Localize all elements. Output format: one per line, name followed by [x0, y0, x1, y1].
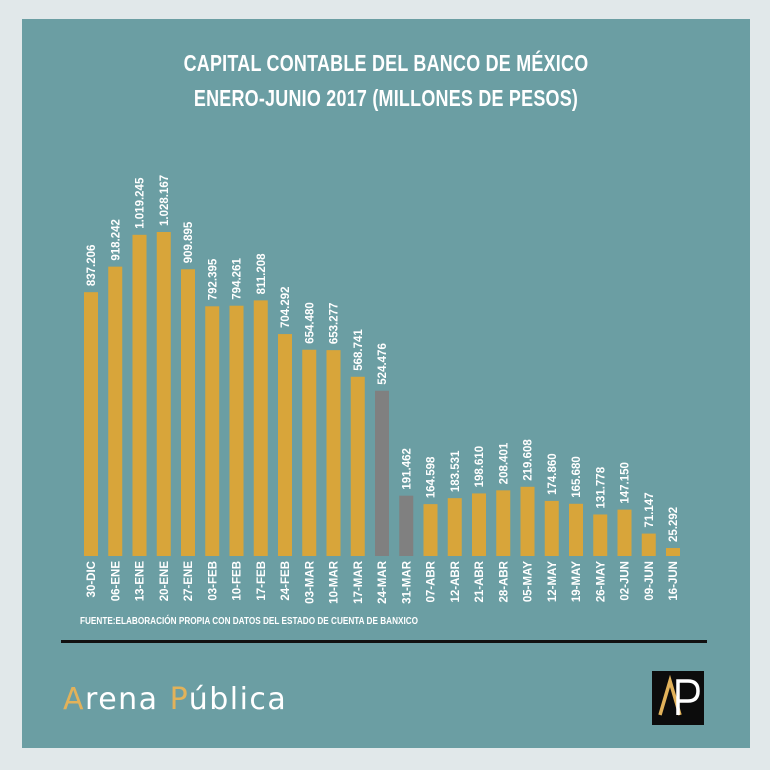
bar-13-ene [132, 234, 147, 557]
value-label: 1.019.245 [135, 177, 147, 229]
value-label: 71.147 [644, 492, 656, 527]
category-label: 10-MAR [329, 560, 341, 604]
chart-panel: CAPITAL CONTABLE DEL BANCO DE MÉXICO ENE… [22, 19, 750, 748]
value-label: 918.242 [110, 219, 122, 261]
category-label: 31-MAR [401, 560, 413, 604]
category-label: 27-ENE [183, 561, 195, 602]
category-label: 12-MAY [547, 561, 559, 602]
bar-19-may [569, 503, 583, 556]
category-label: 26-MAY [595, 561, 607, 602]
category-label: 09-JUN [644, 561, 656, 601]
value-label: 191.462 [401, 448, 413, 490]
category-label: 13-ENE [135, 561, 147, 602]
value-label: 811.208 [256, 253, 268, 295]
bar-09-jun [641, 533, 656, 556]
bar-20-ene [156, 232, 171, 556]
bar-05-may [520, 486, 535, 556]
category-label: 03-MAR [304, 560, 316, 604]
value-label: 174.860 [547, 453, 559, 495]
bar-24-mar [375, 390, 389, 556]
value-label: 183.531 [450, 450, 462, 492]
category-label: 28-ABR [498, 560, 510, 602]
ap-logo [652, 671, 704, 725]
bar-10-mar [326, 350, 341, 556]
value-label: 837.206 [86, 245, 98, 287]
bar-30-dic [84, 292, 98, 556]
value-label: 147.150 [620, 462, 632, 504]
bar-07-abr [423, 504, 438, 556]
category-label: 02-JUN [620, 561, 632, 601]
value-label: 794.261 [232, 258, 244, 300]
category-label: 06-ENE [110, 561, 122, 602]
bar-12-may [544, 500, 559, 556]
brand-initial-a: A [63, 682, 86, 717]
brand-logo-text: Arena Pública [63, 682, 287, 717]
value-label: 792.395 [207, 258, 219, 300]
bar-chart: 837.206 30-DIC 918.242 06-ENE 1.019.245 13-EN… [84, 175, 680, 604]
bar-06-ene [108, 266, 123, 556]
category-label: 19-MAY [571, 561, 583, 602]
category-label: 16-JUN [668, 561, 680, 601]
bar-17-feb [253, 300, 268, 556]
value-label: 524.476 [377, 343, 389, 385]
value-label: 1.028.167 [159, 175, 171, 226]
bar-02-jun [617, 509, 632, 556]
value-label: 219.608 [523, 439, 535, 481]
bar-28-abr [496, 490, 511, 556]
brand-word-rest-2: ública [188, 682, 288, 717]
category-label: 17-MAR [353, 560, 365, 604]
value-label: 198.610 [474, 446, 486, 488]
bar-03-mar [302, 349, 317, 556]
value-label: 653.277 [329, 303, 341, 345]
bar-10-feb [229, 305, 244, 556]
category-label: 07-ABR [426, 560, 438, 602]
category-label: 24-MAR [377, 560, 389, 604]
value-label: 165.680 [571, 456, 583, 498]
category-label: 17-FEB [256, 561, 268, 601]
brand-word-rest-1: rena [85, 682, 170, 717]
divider [61, 640, 707, 643]
category-label: 03-FEB [207, 561, 219, 601]
category-label: 10-FEB [232, 561, 244, 601]
chart-title-line2: ENERO-JUNIO 2017 (MILLONES DE PESOS) [193, 85, 579, 111]
bar-27-ene [181, 269, 195, 556]
value-label: 208.401 [498, 442, 510, 484]
source-note: FUENTE:ELABORACIÓN PROPIA CON DATOS DEL … [80, 616, 419, 627]
value-label: 704.292 [280, 286, 292, 328]
category-label: 05-MAY [523, 561, 535, 602]
value-label: 909.895 [183, 221, 195, 263]
value-label: 25.292 [668, 507, 680, 542]
brand-initial-p: P [169, 682, 189, 717]
bar-17-mar [350, 376, 365, 556]
bar-31-mar [399, 495, 414, 556]
chart-title-line1: CAPITAL CONTABLE DEL BANCO DE MÉXICO [183, 50, 589, 76]
bar-16-jun [666, 548, 680, 556]
bar-26-may [593, 514, 608, 556]
bar-12-abr [447, 498, 462, 556]
category-label: 21-ABR [474, 560, 486, 602]
value-label: 164.598 [426, 456, 438, 498]
bar-03-feb [205, 306, 220, 556]
category-label: 30-DIC [86, 561, 98, 597]
bar-24-feb [278, 334, 292, 556]
category-label: 12-ABR [450, 560, 462, 602]
category-label: 24-FEB [280, 561, 292, 601]
value-label: 131.778 [595, 466, 607, 508]
category-label: 20-ENE [159, 561, 171, 602]
value-label: 654.480 [304, 302, 316, 344]
value-label: 568.741 [353, 329, 365, 371]
bar-21-abr [472, 493, 486, 556]
